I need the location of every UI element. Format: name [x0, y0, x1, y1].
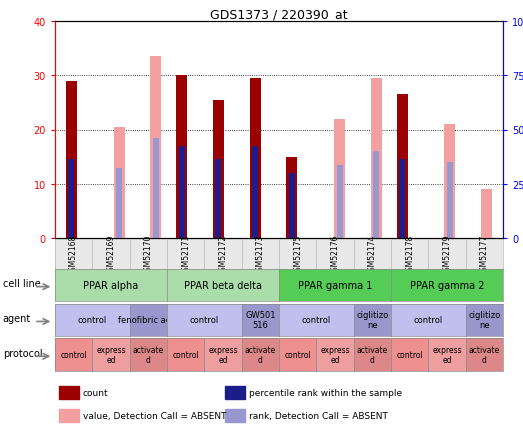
Text: percentile rank within the sample: percentile rank within the sample	[248, 388, 402, 397]
Text: GSM52179: GSM52179	[442, 233, 451, 275]
Text: PPAR alpha: PPAR alpha	[83, 280, 139, 290]
Text: control: control	[302, 316, 331, 325]
Bar	[66, 81, 77, 239]
Text: agent: agent	[3, 313, 31, 323]
Text: express
ed: express ed	[320, 345, 350, 364]
Text: activate
d: activate d	[357, 345, 388, 364]
Bar	[179, 146, 185, 239]
Text: activate
d: activate d	[469, 345, 500, 364]
Bar	[69, 160, 74, 239]
Text: count: count	[83, 388, 108, 397]
Bar	[445, 125, 456, 239]
Text: express
ed: express ed	[96, 345, 126, 364]
Bar	[249, 79, 260, 239]
Bar	[373, 152, 379, 239]
Text: fenofibric acid: fenofibric acid	[118, 316, 178, 325]
Text: control: control	[396, 350, 423, 359]
Text: GW501
516: GW501 516	[245, 311, 276, 329]
Text: GSM52170: GSM52170	[144, 233, 153, 275]
Text: control: control	[414, 316, 443, 325]
Bar	[116, 168, 122, 239]
Bar	[334, 119, 345, 239]
Title: GDS1373 / 220390_at: GDS1373 / 220390_at	[210, 7, 348, 20]
Bar	[399, 160, 405, 239]
Text: rank, Detection Call = ABSENT: rank, Detection Call = ABSENT	[248, 411, 388, 420]
Bar	[371, 79, 382, 239]
Text: control: control	[172, 350, 199, 359]
Bar	[153, 138, 159, 239]
Bar	[225, 386, 245, 399]
Bar	[289, 174, 295, 239]
Text: protocol: protocol	[3, 348, 42, 358]
Text: GSM52175: GSM52175	[293, 233, 302, 275]
Bar	[113, 128, 124, 239]
Bar	[396, 95, 407, 239]
Bar	[60, 408, 79, 421]
Text: activate
d: activate d	[245, 345, 276, 364]
Text: value, Detection Call = ABSENT: value, Detection Call = ABSENT	[83, 411, 226, 420]
Bar	[60, 386, 79, 399]
Text: GSM52171: GSM52171	[181, 234, 190, 275]
Text: control: control	[285, 350, 311, 359]
Text: ciglitizo
ne: ciglitizo ne	[356, 311, 389, 329]
Text: PPAR gamma 1: PPAR gamma 1	[298, 280, 372, 290]
Bar	[447, 163, 453, 239]
Text: GSM52176: GSM52176	[331, 233, 339, 275]
Text: GSM52178: GSM52178	[405, 234, 414, 275]
Text: GSM52168: GSM52168	[69, 234, 78, 275]
Text: control: control	[190, 316, 219, 325]
Text: GSM52173: GSM52173	[256, 233, 265, 275]
Bar	[213, 100, 224, 239]
Bar	[215, 160, 221, 239]
Text: GSM52172: GSM52172	[219, 234, 228, 275]
Text: express
ed: express ed	[433, 345, 462, 364]
Bar	[176, 76, 187, 239]
Text: PPAR beta delta: PPAR beta delta	[184, 280, 262, 290]
Bar	[481, 190, 492, 239]
Text: control: control	[60, 350, 87, 359]
Bar	[252, 146, 258, 239]
Text: GSM52177: GSM52177	[480, 233, 489, 275]
Bar	[225, 408, 245, 421]
Bar	[287, 157, 298, 239]
Text: GSM52174: GSM52174	[368, 233, 377, 275]
Bar	[337, 165, 343, 239]
Text: GSM52169: GSM52169	[107, 233, 116, 275]
Text: cell line: cell line	[3, 279, 40, 289]
Bar	[151, 57, 162, 239]
Text: ciglitizo
ne: ciglitizo ne	[468, 311, 501, 329]
Text: PPAR gamma 2: PPAR gamma 2	[410, 280, 484, 290]
Text: express
ed: express ed	[208, 345, 238, 364]
Text: control: control	[77, 316, 107, 325]
Text: activate
d: activate d	[133, 345, 164, 364]
